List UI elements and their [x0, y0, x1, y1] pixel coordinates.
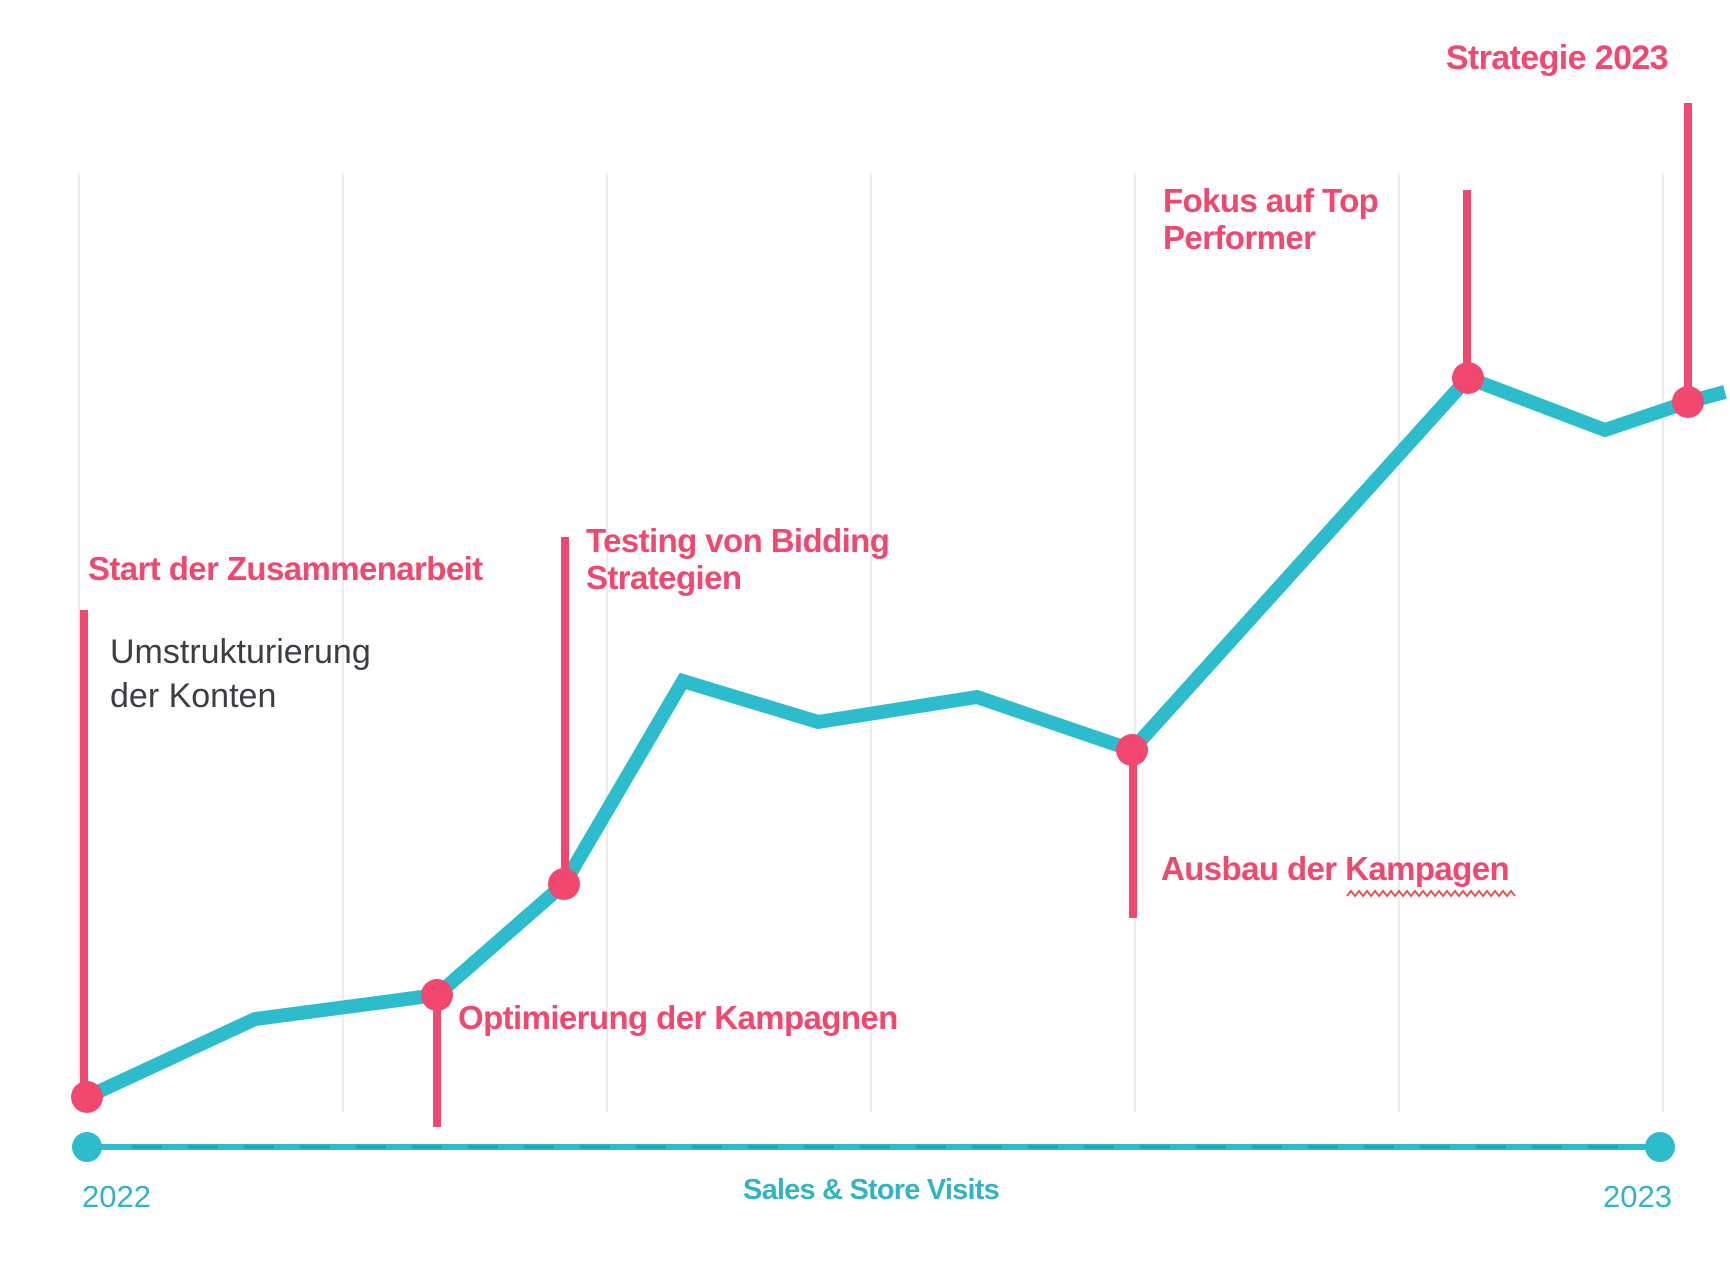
axis-title-sales-store-visits: Sales & Store Visits — [743, 1174, 1000, 1206]
testing-label-line2: Strategien — [586, 559, 742, 596]
ausbau-label-misspelled-word: Kampagen — [1345, 850, 1510, 887]
testing-label-line1: Testing von Bidding — [586, 522, 890, 559]
strategie-2023-title: Strategie 2023 — [1445, 39, 1669, 77]
milestone-dot — [548, 868, 580, 900]
milestone-dot — [1672, 386, 1704, 418]
umstrukturierung-der-konten-note: Umstrukturierung der Konten — [110, 630, 371, 718]
axis-start-dot — [72, 1132, 102, 1162]
fokus-label-line2: Performer — [1163, 219, 1316, 256]
milestone-dot — [1116, 734, 1148, 766]
performance-line — [84, 369, 1727, 1104]
milestone-dot — [421, 979, 453, 1011]
milestone-dot — [71, 1081, 103, 1113]
fokus-label-line1: Fokus auf Top — [1163, 182, 1379, 219]
axis-year-2023: 2023 — [1603, 1179, 1672, 1214]
note-line2: der Konten — [110, 677, 277, 715]
ausbau-label-prefix: Ausbau der — [1161, 850, 1346, 887]
spellcheck-squiggle-path — [1346, 889, 1516, 898]
testing-von-bidding-strategien-label: Testing von Bidding Strategien — [586, 522, 890, 596]
ausbau-der-kampagen-label: Ausbau der Kampagen — [1161, 850, 1510, 887]
spellcheck-squiggle — [1346, 889, 1516, 898]
axis-end-dot — [1645, 1132, 1675, 1162]
fokus-auf-top-performer-label: Fokus auf Top Performer — [1163, 182, 1379, 256]
start-der-zusammenarbeit-label: Start der Zusammenarbeit — [88, 550, 483, 587]
axis-year-2022: 2022 — [82, 1179, 151, 1214]
milestone-dot — [1452, 362, 1484, 394]
optimierung-der-kampagnen-label: Optimierung der Kampagnen — [458, 999, 898, 1036]
note-line1: Umstrukturierung — [110, 633, 371, 671]
